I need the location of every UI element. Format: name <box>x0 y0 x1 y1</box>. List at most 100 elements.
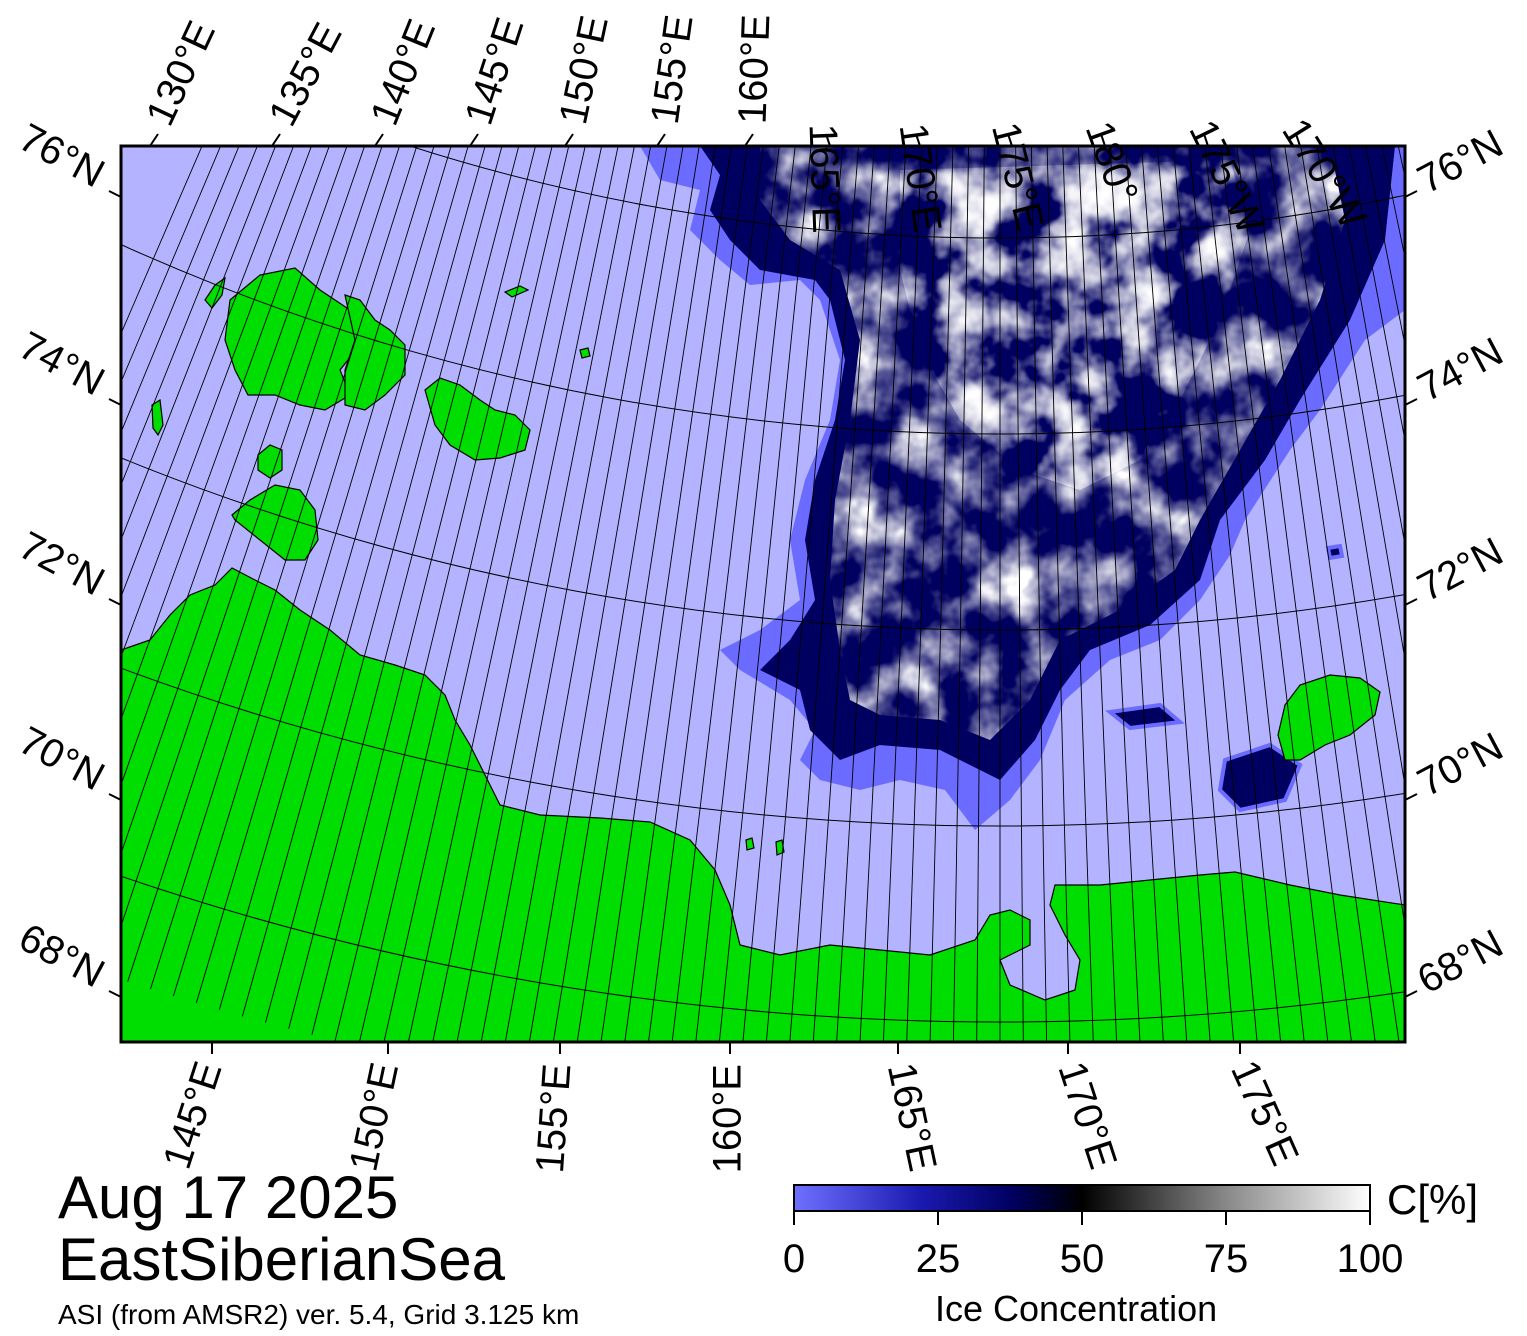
left-latitude-tick <box>108 190 122 198</box>
longitude-line <box>1093 146 1141 1042</box>
longitude-line <box>1141 146 1211 1042</box>
longitude-line <box>121 146 258 487</box>
longitude-line <box>127 146 400 982</box>
longitude-line <box>929 146 954 1042</box>
novaya-sibir-island <box>424 377 531 461</box>
colorbar-gradient <box>793 1184 1371 1212</box>
bottom-longitude-label: 165°E <box>879 1059 945 1175</box>
longitude-line <box>456 146 635 1042</box>
region-name: EastSiberianSea <box>58 1226 505 1293</box>
top-longitude-label: 155°E <box>643 12 702 126</box>
longitude-line <box>241 146 486 1017</box>
longitude-line <box>480 146 652 1042</box>
longitude-line <box>172 146 435 997</box>
colorbar-title: Ice Concentration <box>935 1288 1218 1329</box>
belkovsky-island <box>204 276 226 309</box>
longitude-line <box>1046 146 1071 1042</box>
colorbar-tick-25: 25 <box>915 1237 961 1281</box>
longitude-line <box>552 146 700 1042</box>
longitude-line <box>1252 146 1376 1042</box>
longitude-line <box>765 146 844 1042</box>
longitude-line <box>648 146 764 1042</box>
right-latitude-label: 74°N <box>1411 329 1511 410</box>
longitude-line <box>671 146 780 1042</box>
longitude-line <box>121 146 348 787</box>
top-longitude-tick <box>915 133 921 147</box>
left-latitude-tick <box>108 598 122 606</box>
longitude-line <box>1030 146 1048 1042</box>
right-latitude-tick <box>1404 793 1418 801</box>
top-longitude-tick <box>1100 133 1106 147</box>
maly-lyakhovsky-island <box>257 444 283 479</box>
longitude-line <box>407 146 603 1042</box>
longitude-line <box>1204 146 1305 1042</box>
longitude-line <box>528 146 684 1042</box>
top-longitude-tick <box>469 133 479 147</box>
top-longitude-tick <box>1203 133 1209 147</box>
longitude-line <box>695 146 796 1042</box>
longitude-line <box>121 146 222 384</box>
bottom-longitude-label: 155°E <box>528 1062 580 1174</box>
bottom-longitude-label: 170°E <box>1049 1056 1125 1174</box>
colorbar-tick-50: 50 <box>1059 1237 1105 1281</box>
right-latitude-label: 72°N <box>1411 529 1511 610</box>
left-latitude-label: 68°N <box>12 915 112 996</box>
longitude-line <box>1078 146 1118 1042</box>
colorbar <box>793 1184 1371 1225</box>
longitude-line <box>718 146 812 1042</box>
top-longitude-tick <box>744 133 754 147</box>
longitude-line <box>576 146 716 1042</box>
stolbovoy-island <box>151 398 164 437</box>
longitude-line <box>1172 146 1258 1042</box>
top-longitude-label: 130°E <box>138 15 224 133</box>
longitude-line <box>150 146 418 990</box>
top-longitude-tick <box>1295 133 1301 147</box>
graticule <box>121 146 1405 1042</box>
longitude-line <box>1015 146 1024 1042</box>
bear-island <box>745 837 755 851</box>
longitude-line <box>121 146 295 599</box>
longitude-line <box>121 146 330 721</box>
longitude-line <box>600 146 732 1042</box>
longitude-line <box>1062 146 1094 1042</box>
data-source: ASI (from AMSR2) ver. 5.4, Grid 3.125 km <box>58 1299 580 1330</box>
longitude-line <box>1125 146 1188 1042</box>
longitude-line <box>121 146 383 928</box>
map-date: Aug 17 2025 <box>58 1164 399 1231</box>
longitude-line <box>1236 146 1352 1042</box>
longitude-line <box>121 146 276 541</box>
longitude-line <box>1220 146 1329 1042</box>
longitude-line <box>121 146 366 856</box>
longitude-line <box>504 146 668 1042</box>
right-latitude-tick <box>1404 190 1418 198</box>
bottom-longitude-label: 160°E <box>706 1064 750 1173</box>
top-longitude-tick <box>656 133 666 147</box>
longitude-line <box>1332 146 1405 548</box>
top-longitude-tick <box>374 133 384 147</box>
longitude-line <box>432 146 619 1042</box>
right-latitude-tick <box>1404 598 1418 606</box>
bottom-longitude-labels: 145°E 150°E 155°E 160°E 165°E 170°E 175°E <box>155 1042 1307 1175</box>
longitude-line <box>383 146 586 1042</box>
right-latitude-label: 76°N <box>1411 121 1511 202</box>
right-latitude-tick <box>1404 990 1418 998</box>
longitude-line <box>334 146 553 1041</box>
land-masses <box>121 267 1405 1042</box>
longitude-line <box>836 146 891 1042</box>
top-longitude-label: 140°E <box>362 13 444 131</box>
left-latitude-labels: 76°N 74°N 72°N 70°N 68°N <box>12 115 122 998</box>
longitude-line <box>1284 146 1405 930</box>
longitude-line <box>1188 146 1282 1042</box>
right-latitude-tick <box>1404 398 1418 406</box>
longitude-line <box>288 146 520 1029</box>
longitude-line <box>906 146 938 1042</box>
ice-pack <box>640 146 1405 830</box>
longitude-line <box>1156 146 1235 1042</box>
longitude-line <box>311 146 536 1035</box>
colorbar-unit: C[%] <box>1387 1176 1479 1223</box>
siberian-mainland <box>121 567 1405 1042</box>
colorbar-tick-75: 75 <box>1203 1237 1249 1281</box>
bottom-longitude-label: 175°E <box>1222 1054 1307 1172</box>
top-longitude-tick <box>825 133 831 147</box>
